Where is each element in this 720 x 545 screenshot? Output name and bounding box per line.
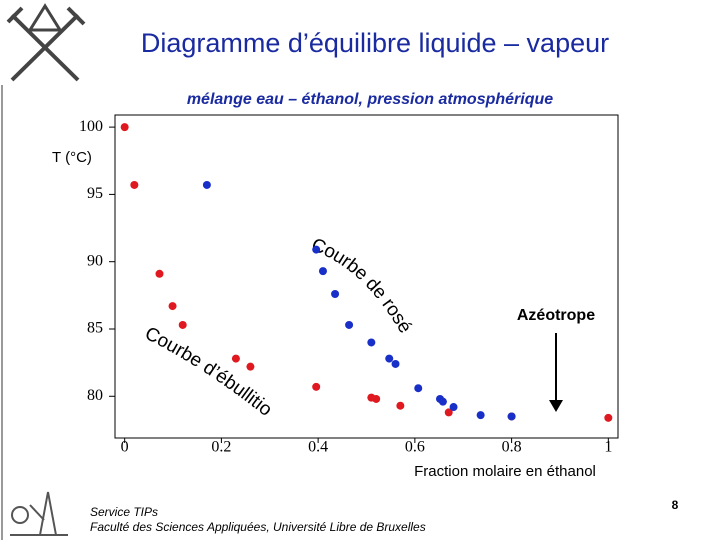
logo	[6, 3, 86, 82]
x-tick-label: 0	[121, 439, 129, 456]
point	[449, 403, 458, 412]
page-number: 8	[672, 498, 679, 512]
point	[438, 397, 447, 406]
point	[178, 320, 187, 329]
footer-text: Service TIPs	[90, 505, 158, 519]
point	[372, 394, 381, 403]
point	[120, 123, 129, 132]
point	[312, 245, 321, 254]
x-axis-label: Fraction molaire en éthanol	[414, 463, 596, 480]
point	[231, 354, 240, 363]
point	[168, 302, 177, 311]
x-tick-label: 1	[604, 439, 612, 456]
point	[312, 382, 321, 391]
point	[130, 180, 139, 189]
plot-frame	[114, 114, 619, 439]
point	[246, 362, 255, 371]
point	[331, 289, 340, 298]
annotation: Azéotrope	[517, 307, 595, 324]
point	[604, 413, 613, 422]
y-tick-label: 90	[87, 252, 103, 269]
point	[385, 354, 394, 363]
x-tick-label: 0.8	[502, 439, 522, 456]
y-tick-label: 100	[79, 118, 103, 135]
point	[202, 180, 211, 189]
point	[444, 408, 453, 417]
slide-title: Diagramme d’équilibre liquide – vapeur	[141, 28, 609, 58]
y-tick-label: 85	[87, 320, 103, 337]
point	[414, 384, 423, 393]
point	[391, 359, 400, 368]
y-axis-label: T (°C)	[52, 149, 92, 166]
point	[396, 401, 405, 410]
point	[318, 267, 327, 276]
y-tick-label: 80	[87, 387, 103, 404]
point	[476, 411, 485, 420]
footer-text: Faculté des Sciences Appliquées, Univers…	[90, 520, 426, 534]
footer-logo	[10, 491, 68, 536]
point	[345, 320, 354, 329]
point	[367, 338, 376, 347]
point	[155, 269, 164, 278]
x-tick-label: 0.2	[211, 439, 231, 456]
x-tick-label: 0.6	[405, 439, 425, 456]
x-tick-label: 0.4	[308, 439, 328, 456]
chart-title: mélange eau – éthanol, pression atmosphé…	[187, 91, 553, 108]
y-tick-label: 95	[87, 185, 103, 202]
arrow-head	[549, 400, 563, 412]
point	[507, 412, 516, 421]
